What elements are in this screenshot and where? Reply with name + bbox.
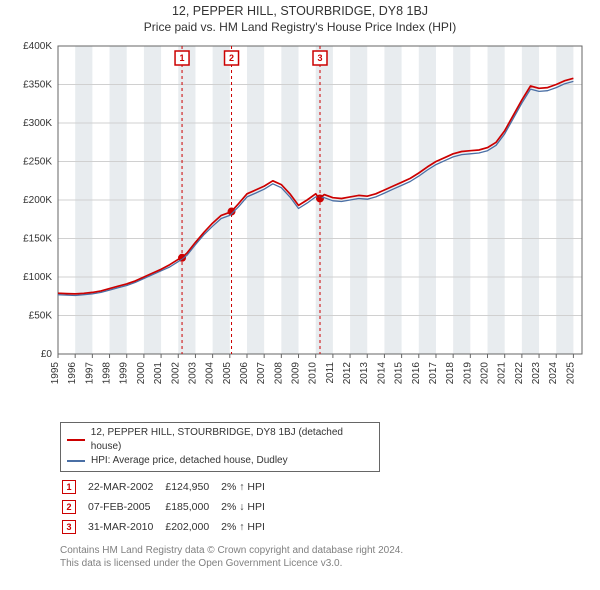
- svg-text:£400K: £400K: [23, 41, 52, 52]
- attribution-line2: This data is licensed under the Open Gov…: [60, 557, 590, 570]
- svg-text:2019: 2019: [462, 362, 473, 385]
- page-subtitle: Price paid vs. HM Land Registry's House …: [0, 20, 600, 34]
- sale-date: 31-MAR-2010: [88, 518, 163, 536]
- legend-label-subject: 12, PEPPER HILL, STOURBRIDGE, DY8 1BJ (d…: [91, 426, 373, 454]
- svg-text:2007: 2007: [256, 362, 267, 385]
- sales-row: 3 31-MAR-2010£202,0002% ↑ HPI: [62, 518, 275, 536]
- svg-text:1999: 1999: [119, 362, 130, 385]
- legend-swatch-hpi: [67, 460, 85, 462]
- legend-swatch-subject: [67, 439, 85, 441]
- svg-text:2004: 2004: [205, 362, 216, 385]
- legend-row-hpi: HPI: Average price, detached house, Dudl…: [67, 454, 373, 468]
- svg-text:1: 1: [180, 53, 185, 63]
- svg-text:2005: 2005: [222, 362, 233, 385]
- sale-price: £124,950: [165, 478, 219, 496]
- sale-diff: 2% ↑ HPI: [221, 478, 275, 496]
- svg-text:2006: 2006: [239, 362, 250, 385]
- svg-text:2012: 2012: [342, 362, 353, 385]
- svg-text:£150K: £150K: [23, 234, 52, 245]
- svg-text:2022: 2022: [514, 362, 525, 385]
- sale-diff: 2% ↑ HPI: [221, 518, 275, 536]
- sale-diff: 2% ↓ HPI: [221, 498, 275, 516]
- svg-text:1995: 1995: [50, 362, 61, 385]
- svg-text:£200K: £200K: [23, 195, 52, 206]
- sale-price: £202,000: [165, 518, 219, 536]
- svg-text:£100K: £100K: [23, 272, 52, 283]
- sale-price: £185,000: [165, 498, 219, 516]
- sale-date: 07-FEB-2005: [88, 498, 163, 516]
- svg-text:2018: 2018: [445, 362, 456, 385]
- svg-text:2015: 2015: [394, 362, 405, 385]
- svg-text:1996: 1996: [67, 362, 78, 385]
- svg-text:2011: 2011: [325, 362, 336, 384]
- legend-row-subject: 12, PEPPER HILL, STOURBRIDGE, DY8 1BJ (d…: [67, 426, 373, 454]
- svg-text:2: 2: [229, 53, 234, 63]
- svg-text:2009: 2009: [291, 362, 302, 385]
- svg-text:3: 3: [317, 53, 322, 63]
- svg-text:2016: 2016: [411, 362, 422, 385]
- svg-text:£300K: £300K: [23, 118, 52, 129]
- svg-text:2025: 2025: [565, 362, 576, 385]
- svg-text:2013: 2013: [359, 362, 370, 385]
- sales-table: 122-MAR-2002£124,9502% ↑ HPI207-FEB-2005…: [60, 476, 277, 538]
- svg-text:2002: 2002: [170, 362, 181, 385]
- svg-text:2021: 2021: [497, 362, 508, 385]
- svg-text:1998: 1998: [102, 362, 113, 385]
- svg-text:2010: 2010: [308, 362, 319, 385]
- svg-text:2003: 2003: [187, 362, 198, 385]
- chart-svg: £0 £50K £100K £150K £200K £250K £300K £350K £400…: [10, 40, 590, 390]
- attribution: Contains HM Land Registry data © Crown c…: [60, 544, 590, 570]
- price-chart: £0 £50K £100K £150K £200K £250K £300K £350K £400…: [10, 40, 590, 390]
- legend-label-hpi: HPI: Average price, detached house, Dudl…: [91, 454, 288, 468]
- svg-text:£0: £0: [41, 349, 53, 360]
- svg-text:£350K: £350K: [23, 80, 52, 91]
- sale-marker-box: 3: [62, 520, 76, 534]
- svg-text:2017: 2017: [428, 362, 439, 385]
- svg-text:2001: 2001: [153, 362, 164, 385]
- chart-legend: 12, PEPPER HILL, STOURBRIDGE, DY8 1BJ (d…: [60, 422, 380, 472]
- svg-text:2008: 2008: [273, 362, 284, 385]
- svg-text:2024: 2024: [548, 362, 559, 385]
- svg-text:£50K: £50K: [29, 311, 53, 322]
- svg-text:2014: 2014: [376, 362, 387, 385]
- sales-row: 1 22-MAR-2002£124,9502% ↑ HPI: [62, 478, 275, 496]
- sale-date: 22-MAR-2002: [88, 478, 163, 496]
- sale-marker-box: 1: [62, 480, 76, 494]
- attribution-line1: Contains HM Land Registry data © Crown c…: [60, 544, 590, 557]
- page-title: 12, PEPPER HILL, STOURBRIDGE, DY8 1BJ: [0, 4, 600, 18]
- svg-text:2023: 2023: [531, 362, 542, 385]
- svg-text:2020: 2020: [480, 362, 491, 385]
- svg-text:2000: 2000: [136, 362, 147, 385]
- svg-text:£250K: £250K: [23, 157, 52, 168]
- svg-text:1997: 1997: [84, 362, 95, 385]
- sales-row: 2 07-FEB-2005£185,0002% ↓ HPI: [62, 498, 275, 516]
- sale-marker-box: 2: [62, 500, 76, 514]
